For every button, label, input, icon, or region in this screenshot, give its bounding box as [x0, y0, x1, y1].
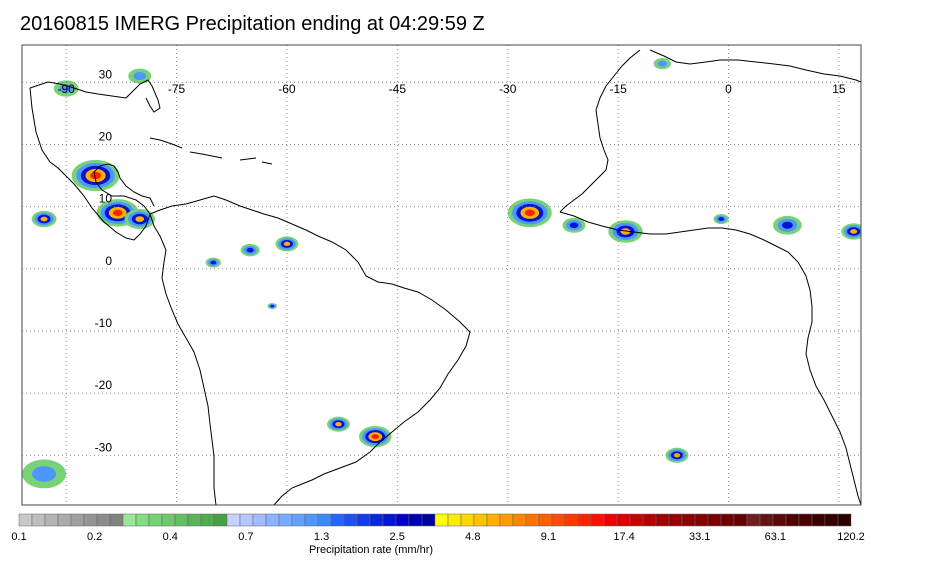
latitude-label: -10	[95, 316, 113, 330]
precip-cell	[507, 198, 552, 228]
precip-cell	[665, 447, 689, 463]
longitude-label: -45	[389, 82, 407, 96]
latitude-label: -20	[95, 378, 113, 392]
precip-contour	[32, 466, 57, 482]
precip-cell	[713, 214, 729, 225]
longitude-label: 15	[832, 82, 846, 96]
precip-contour	[283, 241, 291, 247]
precip-cell	[562, 217, 586, 233]
precip-cell	[326, 416, 350, 432]
precip-contour	[673, 453, 681, 458]
longitude-label: 0	[725, 82, 732, 96]
precip-contour	[524, 209, 535, 217]
precip-contour	[620, 228, 631, 235]
latitude-label: -30	[95, 440, 113, 454]
precip-contour	[657, 60, 667, 67]
longitude-labels: -90 -75 -60 -45 -30 -15 0 15	[57, 82, 845, 96]
precip-contour	[210, 260, 217, 265]
precip-cell	[128, 68, 152, 84]
precip-contour	[569, 222, 579, 229]
precip-cell	[275, 236, 299, 252]
precip-cell	[22, 459, 67, 489]
precip-cell	[71, 159, 120, 192]
precip-contour	[112, 209, 123, 217]
precip-cell	[205, 257, 222, 268]
precip-contour	[270, 304, 275, 308]
latitude-label: 10	[99, 192, 113, 206]
graticule	[22, 45, 861, 505]
coastline-north-america	[29, 79, 161, 241]
precip-cell	[773, 215, 802, 235]
precip-contour	[782, 221, 793, 229]
longitude-label: -75	[168, 82, 186, 96]
precip-contour	[90, 171, 102, 180]
longitude-label: -30	[499, 82, 517, 96]
latitude-label: 30	[99, 67, 113, 81]
precip-contour	[335, 422, 342, 427]
precip-cell	[608, 220, 643, 243]
precip-cell	[267, 302, 278, 310]
map-frame	[21, 44, 862, 506]
longitude-label: -15	[609, 82, 627, 96]
precip-contour	[40, 216, 48, 222]
latitude-label: 20	[99, 129, 113, 143]
coastlines	[29, 49, 861, 505]
precip-contour	[718, 217, 725, 221]
precip-cell	[841, 223, 861, 240]
coastline-africa	[559, 49, 861, 505]
precip-cell	[240, 243, 260, 257]
precip-contour	[850, 229, 858, 234]
coastline-europe	[649, 49, 861, 83]
coastline-caribbean-islands	[149, 137, 273, 165]
coastline-south-america	[149, 195, 471, 505]
precip-contour	[371, 434, 380, 440]
precip-contour	[246, 247, 254, 253]
longitude-label: -90	[57, 82, 75, 96]
precip-contour	[133, 71, 147, 81]
precip-cell	[124, 209, 156, 230]
latitude-labels: 30 20 10 0 -10 -20 -30	[95, 67, 113, 454]
precip-cell	[653, 58, 671, 70]
precip-contour	[135, 216, 145, 222]
latitude-label: 0	[105, 254, 112, 268]
precipitation-layer	[22, 58, 861, 489]
map-title: 20160815 IMERG Precipitation ending at 0…	[20, 13, 485, 35]
longitude-label: -60	[278, 82, 296, 96]
map-frame-bg	[22, 45, 861, 505]
precip-cell	[31, 210, 57, 228]
